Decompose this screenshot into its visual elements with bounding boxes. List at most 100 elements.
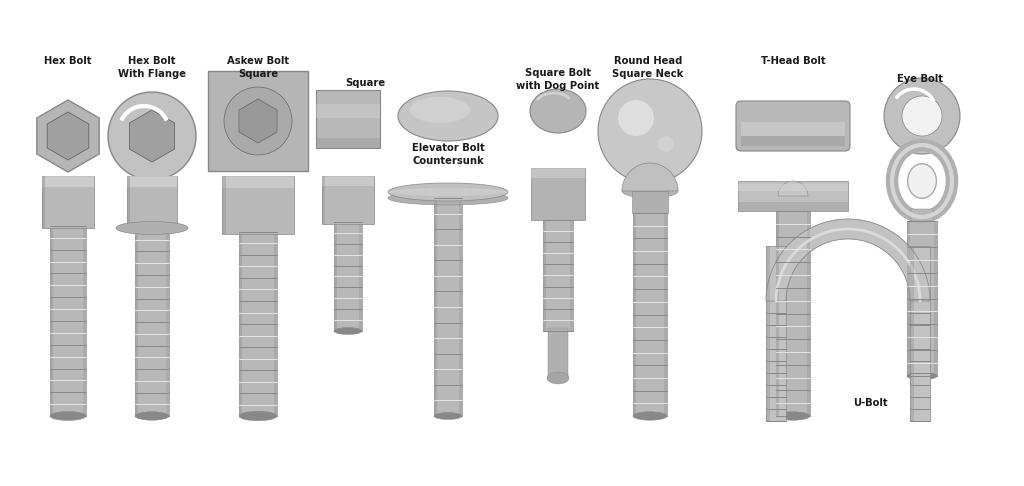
- Ellipse shape: [388, 191, 508, 205]
- Text: Elevator Bolt
Countersunk: Elevator Bolt Countersunk: [412, 143, 484, 166]
- Bar: [738, 202, 848, 211]
- Ellipse shape: [907, 372, 937, 380]
- Ellipse shape: [547, 372, 569, 384]
- Bar: [50, 226, 53, 416]
- Ellipse shape: [135, 412, 169, 420]
- Bar: [548, 328, 568, 376]
- Text: Hex Bolt
With Flange: Hex Bolt With Flange: [118, 56, 186, 79]
- Ellipse shape: [907, 164, 936, 198]
- Bar: [738, 181, 848, 211]
- Bar: [359, 222, 362, 331]
- Bar: [531, 168, 585, 178]
- Bar: [127, 176, 130, 228]
- Bar: [127, 176, 177, 188]
- Polygon shape: [37, 100, 99, 172]
- Bar: [334, 222, 362, 331]
- Bar: [42, 176, 94, 188]
- Ellipse shape: [116, 222, 188, 235]
- Wedge shape: [778, 181, 808, 196]
- Ellipse shape: [530, 89, 586, 133]
- Text: Askew Bolt
Square: Askew Bolt Square: [227, 56, 289, 79]
- Bar: [322, 176, 374, 224]
- Bar: [907, 221, 937, 376]
- Ellipse shape: [398, 91, 498, 141]
- Bar: [222, 176, 294, 234]
- Text: T-Head Bolt: T-Head Bolt: [761, 56, 825, 66]
- Bar: [460, 198, 462, 416]
- Bar: [322, 176, 325, 224]
- Bar: [633, 213, 636, 416]
- Bar: [322, 176, 374, 186]
- Bar: [531, 168, 585, 220]
- Bar: [42, 176, 45, 228]
- Bar: [807, 211, 810, 416]
- Text: Square Bolt
with Dog Point: Square Bolt with Dog Point: [516, 68, 600, 91]
- Bar: [776, 211, 779, 416]
- Bar: [633, 213, 667, 416]
- Ellipse shape: [622, 184, 678, 198]
- Ellipse shape: [388, 183, 508, 201]
- Bar: [570, 220, 573, 331]
- Bar: [222, 176, 225, 234]
- Bar: [907, 221, 909, 376]
- Bar: [334, 222, 337, 331]
- Ellipse shape: [388, 188, 508, 196]
- Text: Round Head
Square Neck: Round Head Square Neck: [612, 56, 684, 79]
- Bar: [316, 104, 380, 118]
- Text: Square: Square: [345, 78, 385, 88]
- Bar: [42, 176, 94, 228]
- Circle shape: [224, 87, 292, 155]
- Polygon shape: [47, 112, 89, 160]
- Ellipse shape: [50, 412, 86, 420]
- Bar: [910, 246, 930, 421]
- Polygon shape: [129, 110, 174, 162]
- Circle shape: [884, 78, 961, 154]
- Bar: [166, 228, 169, 416]
- Circle shape: [108, 92, 196, 180]
- FancyBboxPatch shape: [736, 101, 850, 151]
- Bar: [316, 90, 380, 148]
- Bar: [434, 198, 462, 416]
- Bar: [741, 136, 845, 146]
- Ellipse shape: [410, 97, 470, 123]
- Ellipse shape: [776, 412, 810, 420]
- Bar: [239, 232, 243, 416]
- Text: U-Bolt: U-Bolt: [853, 398, 888, 408]
- Ellipse shape: [633, 412, 667, 420]
- Bar: [135, 228, 169, 416]
- Circle shape: [658, 136, 674, 152]
- Circle shape: [902, 96, 942, 136]
- Text: Hex Bolt: Hex Bolt: [44, 56, 92, 66]
- Bar: [83, 226, 86, 416]
- Bar: [632, 191, 668, 213]
- Bar: [766, 246, 786, 421]
- Bar: [776, 211, 810, 416]
- Bar: [910, 246, 913, 421]
- Bar: [50, 226, 86, 416]
- Bar: [664, 213, 667, 416]
- Ellipse shape: [239, 411, 278, 421]
- Bar: [911, 209, 933, 221]
- Polygon shape: [239, 99, 278, 143]
- Bar: [934, 221, 937, 376]
- Bar: [543, 220, 573, 331]
- Bar: [741, 122, 845, 136]
- Circle shape: [598, 79, 702, 183]
- Bar: [127, 176, 177, 228]
- Bar: [543, 220, 546, 331]
- Bar: [434, 198, 436, 416]
- Ellipse shape: [434, 413, 462, 419]
- Bar: [738, 184, 848, 191]
- Bar: [135, 228, 138, 416]
- Bar: [766, 246, 770, 421]
- Bar: [273, 232, 278, 416]
- Bar: [208, 71, 308, 171]
- Polygon shape: [766, 219, 930, 301]
- Bar: [239, 232, 278, 416]
- Ellipse shape: [334, 328, 362, 334]
- Bar: [222, 176, 294, 188]
- Circle shape: [618, 100, 654, 136]
- Text: Eye Bolt: Eye Bolt: [897, 74, 943, 84]
- Bar: [316, 138, 380, 148]
- Wedge shape: [622, 163, 678, 191]
